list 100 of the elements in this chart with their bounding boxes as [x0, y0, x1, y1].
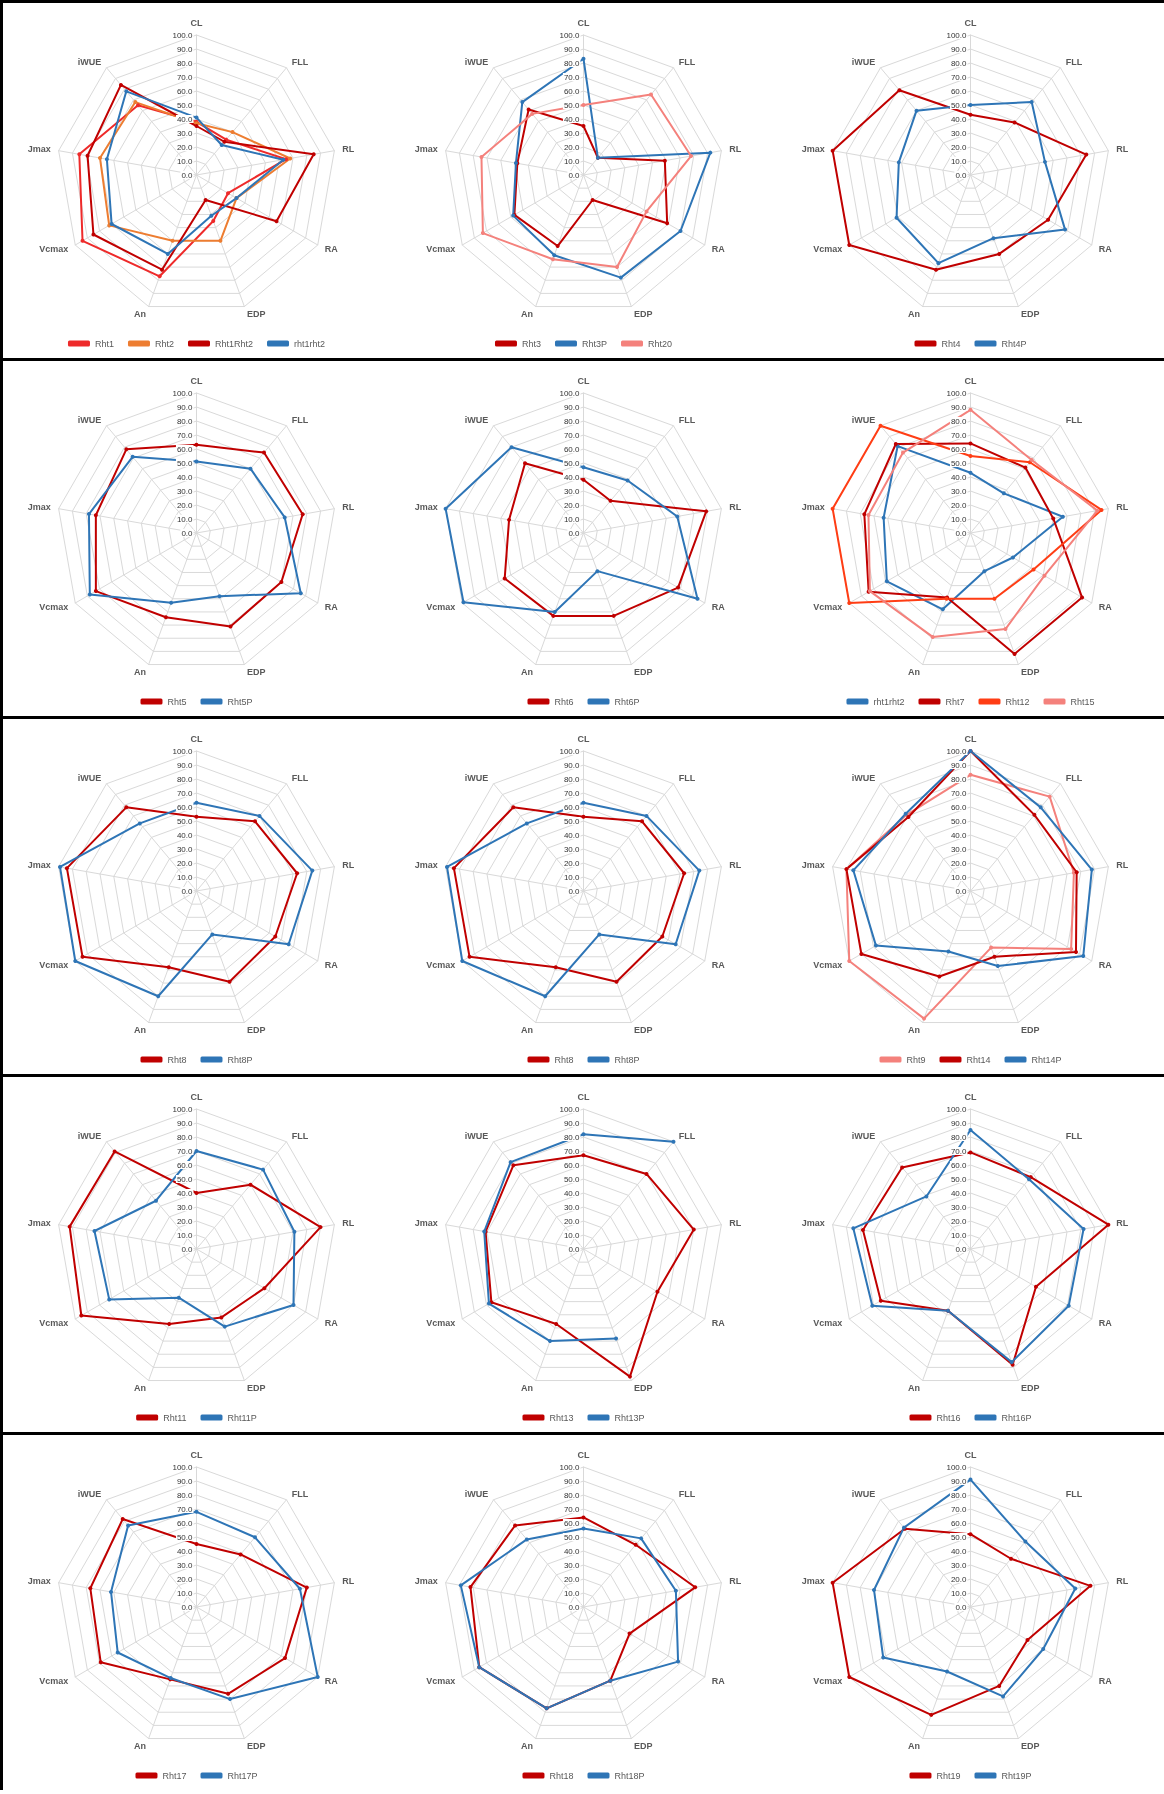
spoke-label: iWUE — [851, 414, 876, 425]
y-tick-label: 90.0 — [950, 1476, 968, 1486]
y-tick-label: 0.0 — [955, 1244, 968, 1254]
y-tick-label: 90.0 — [563, 1476, 581, 1486]
y-tick-label: 70.0 — [950, 1146, 968, 1156]
spoke-label: Jmax — [801, 860, 825, 871]
spoke-label: iWUE — [77, 1488, 102, 1499]
spoke-label: RL — [1116, 1218, 1129, 1229]
y-tick-label: 10.0 — [563, 872, 581, 882]
spoke-label: RL — [729, 1218, 742, 1229]
y-tick-label: 40.0 — [563, 472, 581, 482]
legend-label: Rht9 — [906, 1054, 926, 1065]
spoke-label: iWUE — [77, 1130, 102, 1141]
y-tick-label: 50.0 — [563, 100, 581, 110]
spoke-label: RL — [729, 1576, 742, 1587]
spoke-label: FLL — [678, 56, 696, 67]
spoke-label: Vcmax — [813, 1676, 843, 1686]
y-tick-label: 0.0 — [181, 1602, 194, 1612]
spoke-label: FLL — [291, 1130, 309, 1141]
y-tick-label: 80.0 — [950, 416, 968, 426]
y-tick-label: 60.0 — [563, 86, 581, 96]
spoke-label: FLL — [1065, 56, 1083, 67]
y-tick-label: 20.0 — [950, 500, 968, 510]
spoke-label: An — [520, 667, 533, 678]
y-tick-label: 50.0 — [176, 1532, 194, 1542]
y-tick-label: 60.0 — [563, 1160, 581, 1170]
spoke-label: CL — [964, 733, 977, 744]
spoke-label: EDP — [1021, 1741, 1040, 1752]
spoke-label: Vcmax — [813, 602, 843, 612]
legend-label: Rht16P — [1001, 1412, 1032, 1423]
y-tick-label: 30.0 — [176, 844, 194, 854]
y-tick-label: 70.0 — [176, 430, 194, 440]
y-tick-label: 30.0 — [563, 486, 581, 496]
legend-label: Rht11P — [227, 1412, 257, 1423]
y-tick-label: 40.0 — [176, 830, 194, 840]
y-tick-label: 40.0 — [176, 114, 194, 124]
y-tick-label: 40.0 — [176, 472, 194, 482]
legend-label: Rht6 — [554, 696, 574, 707]
y-tick-label: 90.0 — [176, 402, 194, 412]
spoke-label: An — [520, 1741, 533, 1752]
y-tick-label: 20.0 — [950, 1574, 968, 1584]
y-tick-label: 10.0 — [950, 1588, 968, 1598]
spoke-label: iWUE — [77, 56, 102, 67]
spoke-label: An — [907, 1025, 920, 1036]
y-tick-label: 0.0 — [568, 170, 581, 180]
y-tick-label: 70.0 — [950, 1504, 968, 1514]
spoke-label: EDP — [1021, 667, 1040, 678]
y-tick-label: 80.0 — [563, 1132, 581, 1142]
spoke-label: RA — [1098, 1318, 1113, 1328]
y-tick-label: 100.0 — [172, 388, 194, 398]
legend-label: Rht5P — [227, 696, 253, 707]
spoke-label: Vcmax — [426, 602, 456, 612]
spoke-label: RL — [1116, 860, 1129, 871]
y-tick-label: 90.0 — [563, 1118, 581, 1128]
legend-label: Rht14 — [966, 1054, 991, 1065]
y-tick-label: 100.0 — [559, 1104, 581, 1114]
y-tick-label: 10.0 — [563, 1230, 581, 1240]
legend-label: Rht6P — [614, 696, 640, 707]
spoke-label: Jmax — [801, 144, 825, 155]
spoke-label: EDP — [634, 1741, 653, 1752]
y-tick-label: 20.0 — [176, 1574, 194, 1584]
y-tick-label: 80.0 — [950, 1490, 968, 1500]
legend-label: Rht13 — [549, 1412, 574, 1423]
legend-label: Rht12 — [1005, 696, 1030, 707]
y-tick-label: 100.0 — [946, 746, 968, 756]
spoke-label: EDP — [247, 309, 266, 320]
spoke-label: EDP — [1021, 1025, 1040, 1036]
spoke-label: RA — [711, 602, 726, 612]
spoke-label: iWUE — [851, 1130, 876, 1141]
y-tick-label: 10.0 — [176, 1588, 194, 1598]
spoke-label: An — [520, 1025, 533, 1036]
y-tick-label: 40.0 — [563, 1546, 581, 1556]
y-tick-label: 70.0 — [563, 72, 581, 82]
spoke-label: CL — [190, 17, 203, 28]
y-tick-label: 70.0 — [176, 1146, 194, 1156]
spoke-label: An — [133, 309, 146, 320]
y-tick-label: 100.0 — [946, 388, 968, 398]
spoke-label: Jmax — [27, 1218, 51, 1229]
spoke-label: Vcmax — [426, 1318, 456, 1328]
spoke-label: RL — [1116, 144, 1129, 155]
spoke-label: Jmax — [27, 1576, 51, 1587]
y-tick-label: 10.0 — [563, 156, 581, 166]
spoke-label: iWUE — [851, 56, 876, 67]
legend-label: Rht3P — [581, 338, 608, 349]
spoke-label: CL — [577, 733, 590, 744]
y-tick-label: 20.0 — [950, 858, 968, 868]
y-tick-label: 10.0 — [563, 1588, 581, 1598]
y-tick-label: 30.0 — [563, 128, 581, 138]
y-tick-label: 60.0 — [176, 1518, 194, 1528]
spoke-label: An — [133, 1383, 146, 1394]
y-tick-label: 10.0 — [950, 1230, 968, 1240]
spoke-label: RA — [711, 244, 726, 254]
y-tick-label: 90.0 — [950, 402, 968, 412]
spoke-label: Vcmax — [426, 244, 456, 254]
spoke-label: RL — [342, 1218, 355, 1229]
y-tick-label: 30.0 — [176, 1202, 194, 1212]
spoke-label: Jmax — [27, 502, 51, 513]
spoke-label: EDP — [247, 1383, 266, 1394]
legend-label: Rht18P — [614, 1770, 645, 1781]
spoke-label: FLL — [1065, 414, 1083, 425]
